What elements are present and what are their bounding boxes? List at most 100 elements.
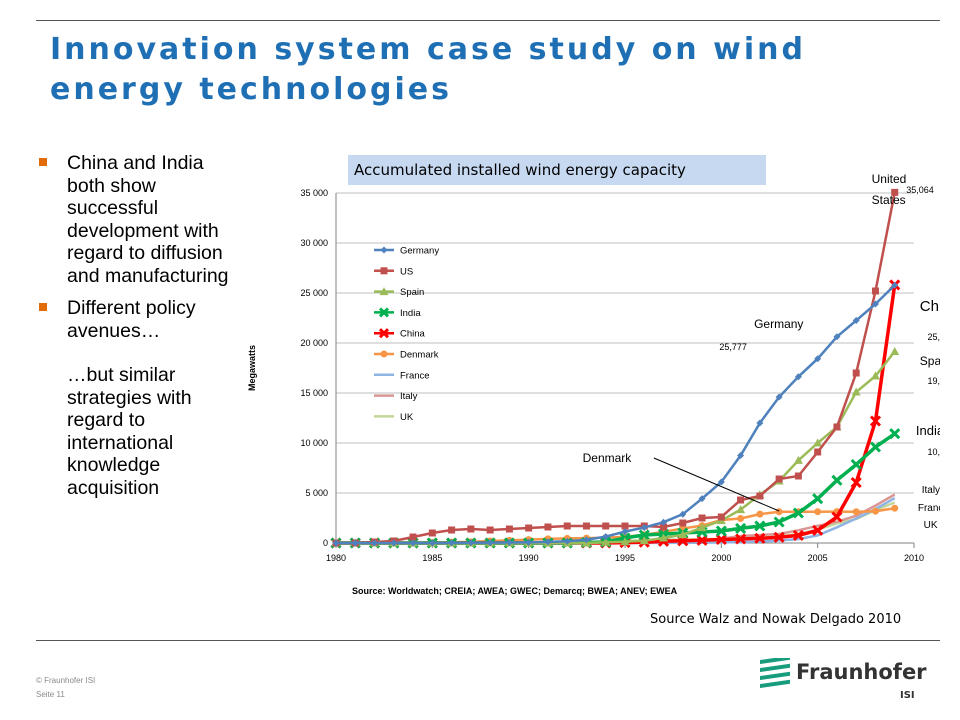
data-point — [833, 333, 841, 341]
data-point — [851, 387, 861, 396]
x-tick-label: 1995 — [615, 553, 635, 563]
copyright-text: © Fraunhofer ISI — [36, 676, 96, 685]
data-point — [754, 520, 766, 532]
chart-source: Source: Worldwatch; CREIA; AWEA; GWEC; D… — [352, 586, 678, 596]
data-point — [794, 472, 802, 480]
data-point — [371, 539, 379, 547]
data-point — [773, 516, 785, 528]
data-point — [890, 347, 900, 356]
data-point — [390, 539, 398, 547]
chart-annotation: United — [872, 172, 907, 186]
data-point — [756, 419, 764, 427]
data-point — [775, 393, 783, 401]
y-tick-label: 5 000 — [305, 488, 328, 498]
x-tick-label: 2000 — [711, 553, 731, 563]
data-point — [735, 533, 747, 545]
data-point — [332, 539, 340, 547]
data-point — [831, 511, 843, 523]
x-tick-label: 1990 — [519, 553, 539, 563]
data-point — [678, 530, 688, 539]
data-point — [831, 474, 843, 486]
data-point — [715, 533, 727, 546]
wind-capacity-chart: 0 5 000 10 000 15 000 20 000 25 000 30 000 35 0… — [247, 172, 940, 596]
data-point — [773, 531, 785, 543]
top-rule — [36, 20, 940, 21]
data-point — [756, 492, 764, 500]
data-point — [793, 455, 803, 464]
data-point — [486, 539, 494, 547]
data-point — [525, 538, 533, 546]
data-point — [409, 539, 417, 547]
chart-title: Accumulated installed wind energy capaci… — [348, 155, 766, 185]
bullet-text: China and India both show successful dev… — [67, 152, 229, 287]
chart-annotation: Italy — [922, 485, 940, 496]
data-point — [891, 504, 899, 512]
data-point — [639, 536, 649, 545]
data-point — [717, 513, 725, 521]
data-point — [871, 287, 879, 295]
data-point — [505, 525, 513, 533]
data-point — [717, 478, 725, 486]
data-point — [697, 523, 707, 532]
data-point — [638, 529, 650, 541]
data-point — [698, 495, 706, 503]
data-point — [852, 317, 860, 324]
data-point — [871, 300, 879, 308]
data-point — [640, 524, 648, 531]
data-point — [380, 350, 388, 358]
data-point — [850, 476, 862, 489]
data-point — [448, 526, 456, 534]
data-point — [736, 505, 746, 514]
data-point — [891, 188, 899, 196]
y-tick-label: 20 000 — [300, 338, 328, 348]
data-point — [378, 307, 390, 318]
data-point — [754, 532, 766, 544]
data-point — [871, 507, 879, 515]
data-point — [737, 515, 745, 522]
legend-label: India — [400, 308, 421, 319]
legend-label: Spain — [400, 287, 424, 298]
chart-annotation: 25,777 — [719, 342, 747, 352]
data-point — [428, 529, 436, 537]
data-point — [380, 246, 388, 254]
data-point — [679, 519, 687, 527]
chart-annotation: 19,149 — [927, 376, 940, 386]
chart-annotation: France — [918, 503, 940, 514]
data-point — [792, 507, 804, 519]
y-tick-label: 0 — [323, 538, 328, 548]
data-point — [448, 539, 456, 547]
data-point — [833, 423, 841, 431]
data-point — [869, 415, 882, 427]
data-point — [850, 458, 862, 471]
data-point — [756, 510, 764, 518]
data-point — [852, 508, 860, 516]
data-point — [660, 518, 668, 526]
chart-annotation: 25,805 — [927, 332, 940, 342]
bullet-square-icon — [39, 158, 47, 166]
y-axis-label: Megawatts — [247, 345, 257, 391]
data-point — [582, 522, 590, 530]
x-tick-label: 2010 — [904, 553, 924, 563]
data-point — [428, 539, 436, 547]
data-point — [602, 522, 610, 530]
chart-annotation: UK — [924, 520, 938, 531]
legend-label: Germany — [400, 246, 439, 257]
data-point — [775, 508, 783, 516]
logo-sub: ISI — [900, 690, 915, 701]
chart-annotation: Denmark — [583, 451, 633, 465]
data-point — [792, 529, 804, 541]
data-point — [814, 508, 822, 516]
data-point — [409, 533, 417, 541]
data-point — [620, 537, 630, 546]
data-point — [794, 373, 802, 381]
y-tick-label: 25 000 — [300, 288, 328, 298]
data-point — [813, 438, 823, 447]
legend-label: China — [400, 329, 426, 340]
source-note: Source Walz and Nowak Delgado 2010 — [650, 612, 902, 627]
data-point — [869, 441, 882, 453]
chart-annotation: States — [872, 193, 906, 207]
annotation-arrow — [653, 457, 780, 512]
data-point — [582, 536, 590, 544]
data-point — [870, 371, 880, 380]
data-point — [602, 533, 610, 541]
